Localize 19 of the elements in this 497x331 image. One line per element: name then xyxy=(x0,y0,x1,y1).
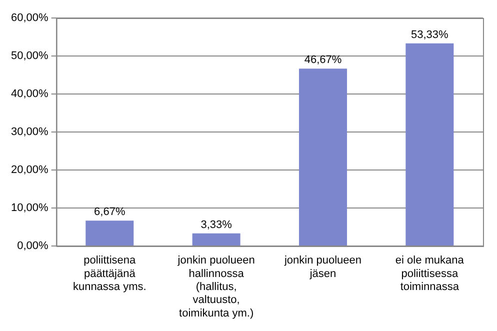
x-tick-label: jonkin puolueen jäsen xyxy=(283,254,362,280)
x-tick-label: poliittisena päättäjänä kunnassa yms. xyxy=(72,254,146,294)
bar xyxy=(192,233,240,246)
y-tick-label: 10,00% xyxy=(10,202,49,214)
x-tick-label: ei ole mukana poliittisessa toiminnassa xyxy=(395,254,465,294)
y-tick-label: 60,00% xyxy=(10,12,49,24)
bar xyxy=(298,68,347,246)
bar xyxy=(86,220,134,246)
y-tick-label: 40,00% xyxy=(10,88,49,100)
y-tick-label: 30,00% xyxy=(10,126,49,138)
x-tick-label: jonkin puolueen hallinnossa (hallitus, valtuusto, toimikunta ym.) xyxy=(176,254,255,320)
data-label: 6,67% xyxy=(94,206,126,218)
y-tick-label: 50,00% xyxy=(10,50,49,62)
data-label: 46,67% xyxy=(304,54,342,66)
data-label: 53,33% xyxy=(411,28,449,41)
bar xyxy=(406,43,454,246)
y-tick-label: 20,00% xyxy=(10,164,49,176)
data-label: 3,33% xyxy=(200,218,232,231)
y-tick-label: 0,00% xyxy=(17,240,49,252)
